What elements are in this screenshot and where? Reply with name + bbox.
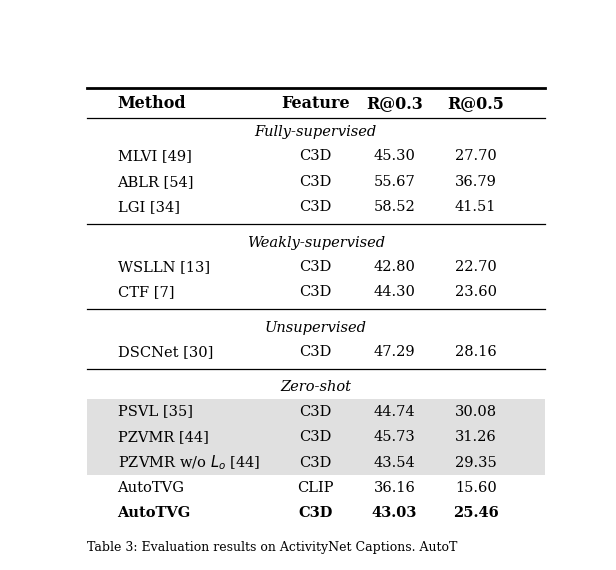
Text: C3D: C3D — [299, 506, 333, 520]
Text: 44.74: 44.74 — [374, 405, 415, 418]
Text: Fully-supervised: Fully-supervised — [254, 125, 377, 139]
Text: 27.70: 27.70 — [455, 149, 496, 163]
Text: Weakly-supervised: Weakly-supervised — [246, 235, 385, 250]
Text: 45.73: 45.73 — [373, 430, 415, 444]
Text: 28.16: 28.16 — [455, 345, 496, 359]
Text: PSVL [35]: PSVL [35] — [118, 405, 193, 418]
Text: Method: Method — [118, 95, 186, 112]
Text: 47.29: 47.29 — [374, 345, 415, 359]
Text: Feature: Feature — [282, 95, 350, 112]
Text: ABLR [54]: ABLR [54] — [118, 174, 194, 189]
Text: 15.60: 15.60 — [455, 481, 496, 495]
Text: 36.16: 36.16 — [373, 481, 415, 495]
Text: C3D: C3D — [299, 260, 332, 274]
Text: Unsupervised: Unsupervised — [265, 321, 367, 335]
Text: 23.60: 23.60 — [455, 285, 496, 299]
Text: C3D: C3D — [299, 285, 332, 299]
Bar — [86, 399, 545, 475]
Text: Table 3: Evaluation results on ActivityNet Captions. AutoT: Table 3: Evaluation results on ActivityN… — [86, 541, 457, 553]
Text: 30.08: 30.08 — [455, 405, 496, 418]
Text: 42.80: 42.80 — [373, 260, 415, 274]
Text: PZVMR [44]: PZVMR [44] — [118, 430, 208, 444]
Text: 58.52: 58.52 — [373, 200, 415, 214]
Text: Zero-shot: Zero-shot — [280, 380, 351, 394]
Text: C3D: C3D — [299, 200, 332, 214]
Text: 43.03: 43.03 — [372, 506, 417, 520]
Text: 25.46: 25.46 — [453, 506, 498, 520]
Text: AutoTVG: AutoTVG — [118, 481, 185, 495]
Text: 44.30: 44.30 — [373, 285, 415, 299]
Text: PZVMR w/o $\mathit{L}_o$ [44]: PZVMR w/o $\mathit{L}_o$ [44] — [118, 453, 260, 472]
Text: C3D: C3D — [299, 174, 332, 189]
Text: C3D: C3D — [299, 430, 332, 444]
Text: 43.54: 43.54 — [373, 455, 415, 470]
Text: 55.67: 55.67 — [373, 174, 415, 189]
Text: C3D: C3D — [299, 149, 332, 163]
Text: 45.30: 45.30 — [373, 149, 415, 163]
Text: 31.26: 31.26 — [455, 430, 496, 444]
Text: 36.79: 36.79 — [455, 174, 496, 189]
Text: C3D: C3D — [299, 405, 332, 418]
Text: MLVI [49]: MLVI [49] — [118, 149, 192, 163]
Text: DSCNet [30]: DSCNet [30] — [118, 345, 213, 359]
Text: 41.51: 41.51 — [455, 200, 496, 214]
Text: LGI [34]: LGI [34] — [118, 200, 180, 214]
Text: C3D: C3D — [299, 345, 332, 359]
Text: C3D: C3D — [299, 455, 332, 470]
Text: WSLLN [13]: WSLLN [13] — [118, 260, 209, 274]
Text: CTF [7]: CTF [7] — [118, 285, 174, 299]
Text: CLIP: CLIP — [298, 481, 334, 495]
Text: AutoTVG: AutoTVG — [118, 506, 191, 520]
Text: 22.70: 22.70 — [455, 260, 496, 274]
Text: R@0.5: R@0.5 — [447, 95, 504, 112]
Text: 29.35: 29.35 — [455, 455, 496, 470]
Text: R@0.3: R@0.3 — [366, 95, 423, 112]
